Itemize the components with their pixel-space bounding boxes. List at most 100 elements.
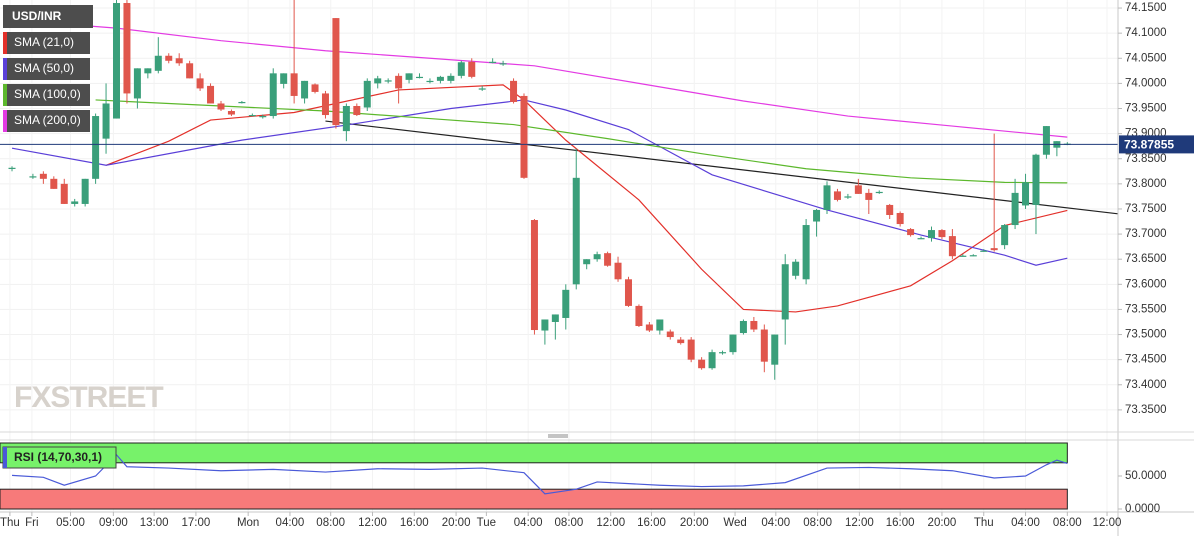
y-tick-label: 73.8000: [1125, 178, 1167, 190]
candle-body: [144, 68, 152, 74]
sma-line: [11, 19, 1068, 138]
x-tick-label: 04:00: [761, 517, 790, 529]
candle-body: [624, 279, 632, 306]
candle-body: [865, 192, 873, 200]
candle-body: [802, 225, 810, 280]
legend-label: SMA (50,0): [14, 61, 74, 75]
x-tick-label: Thu: [974, 517, 994, 529]
legend-box: [3, 5, 93, 28]
candle-body: [551, 314, 559, 322]
legend-box: [3, 84, 90, 106]
candle-body: [81, 178, 89, 204]
candle-body: [980, 250, 988, 252]
y-tick-label: 73.3500: [1125, 404, 1167, 416]
x-tick-label: 20:00: [442, 517, 471, 529]
candle-body: [572, 177, 580, 285]
sma-line: [105, 84, 1068, 313]
x-tick-label: 04:00: [1011, 517, 1040, 529]
candle-body: [405, 73, 413, 80]
x-tick-label: 16:00: [886, 517, 915, 529]
candle-body: [489, 61, 497, 63]
candle-body: [520, 95, 528, 178]
candle-body: [833, 191, 841, 200]
legend-label: SMA (100,0): [14, 87, 81, 101]
legend-box: [3, 58, 90, 80]
y-tick-label: 73.4500: [1125, 354, 1167, 366]
rsi-lower-band: [0, 488, 1068, 510]
candle-body: [781, 264, 789, 320]
y-tick-label: 73.5000: [1125, 329, 1167, 341]
rsi-plot: [11, 454, 1068, 495]
candle-body: [29, 176, 37, 178]
y-tick-label: 73.9500: [1125, 103, 1167, 115]
candle-body: [583, 259, 591, 265]
candle-body: [666, 331, 674, 338]
candle-body: [353, 105, 361, 116]
candle-body: [154, 55, 162, 71]
candle-body: [447, 75, 455, 81]
candle-body: [708, 352, 716, 369]
legend-label: SMA (200,0): [14, 113, 81, 127]
candle-body: [1042, 126, 1050, 155]
rsi-upper-band: [0, 442, 1068, 464]
pane-handle[interactable]: [548, 434, 568, 438]
candle-body: [990, 248, 998, 251]
y-tick-label: 73.5500: [1125, 303, 1167, 315]
x-tick-label: 12:00: [1093, 517, 1122, 529]
candle-body: [1011, 192, 1019, 226]
candle-body: [92, 116, 100, 179]
x-tick-label: Wed: [723, 517, 746, 529]
y-tick-label: 74.0500: [1125, 52, 1167, 64]
x-tick-label: 08:00: [555, 517, 584, 529]
candle-body: [207, 85, 215, 104]
x-tick-label: 12:00: [845, 517, 874, 529]
price-label: 73.87855: [1124, 138, 1174, 152]
y-tick-label: 73.6500: [1125, 253, 1167, 265]
candle-body: [280, 73, 288, 84]
candle-body: [71, 201, 79, 204]
x-tick-label: 08:00: [316, 517, 345, 529]
candle-body: [123, 3, 131, 94]
candle-body: [311, 84, 319, 92]
candle-body: [510, 80, 518, 102]
candle-body: [363, 80, 371, 108]
candle-body: [541, 319, 549, 331]
x-tick-label: Mon: [237, 517, 259, 529]
x-tick-label: 12:00: [358, 517, 387, 529]
candle-body: [614, 262, 622, 280]
candle-body: [656, 319, 664, 331]
x-tick-label: 12:00: [596, 517, 625, 529]
legend-swatch: [3, 110, 7, 132]
x-tick-label: 08:00: [1053, 517, 1082, 529]
candle-body: [938, 230, 946, 238]
candle-body: [875, 191, 883, 194]
candle-body: [927, 230, 935, 239]
candle-body: [478, 88, 486, 90]
x-tick-label: 04:00: [514, 517, 543, 529]
candle-body: [739, 320, 747, 334]
x-tick-label: 16:00: [637, 517, 666, 529]
rsi-legend-label: RSI (14,70,30,1): [14, 450, 102, 464]
candle-body: [771, 334, 779, 365]
candle-body: [698, 359, 706, 369]
rsi-tick-label: 0.0000: [1125, 503, 1160, 515]
candle-body: [416, 76, 424, 79]
x-tick-label: 13:00: [140, 517, 169, 529]
sma-line: [11, 99, 1068, 266]
rsi-legend-swatch: [3, 447, 7, 468]
y-tick-label: 73.7500: [1125, 203, 1167, 215]
y-tick-label: 73.6000: [1125, 278, 1167, 290]
candle-body: [175, 58, 183, 64]
candle-body: [342, 105, 350, 132]
x-tick-label: Thu: [0, 517, 20, 529]
candle-body: [468, 61, 476, 77]
legend: USD/INR SMA (21,0) SMA (50,0) SMA (100,0) S…: [2, 5, 117, 469]
candle-body: [290, 73, 298, 96]
candle-body: [8, 167, 16, 169]
candle-body: [301, 80, 309, 99]
y-tick-label: 74.1000: [1125, 27, 1167, 39]
legend-box: [3, 32, 90, 54]
candle-body: [750, 320, 758, 330]
candle-body: [959, 255, 967, 257]
x-tick-label: 09:00: [99, 517, 128, 529]
